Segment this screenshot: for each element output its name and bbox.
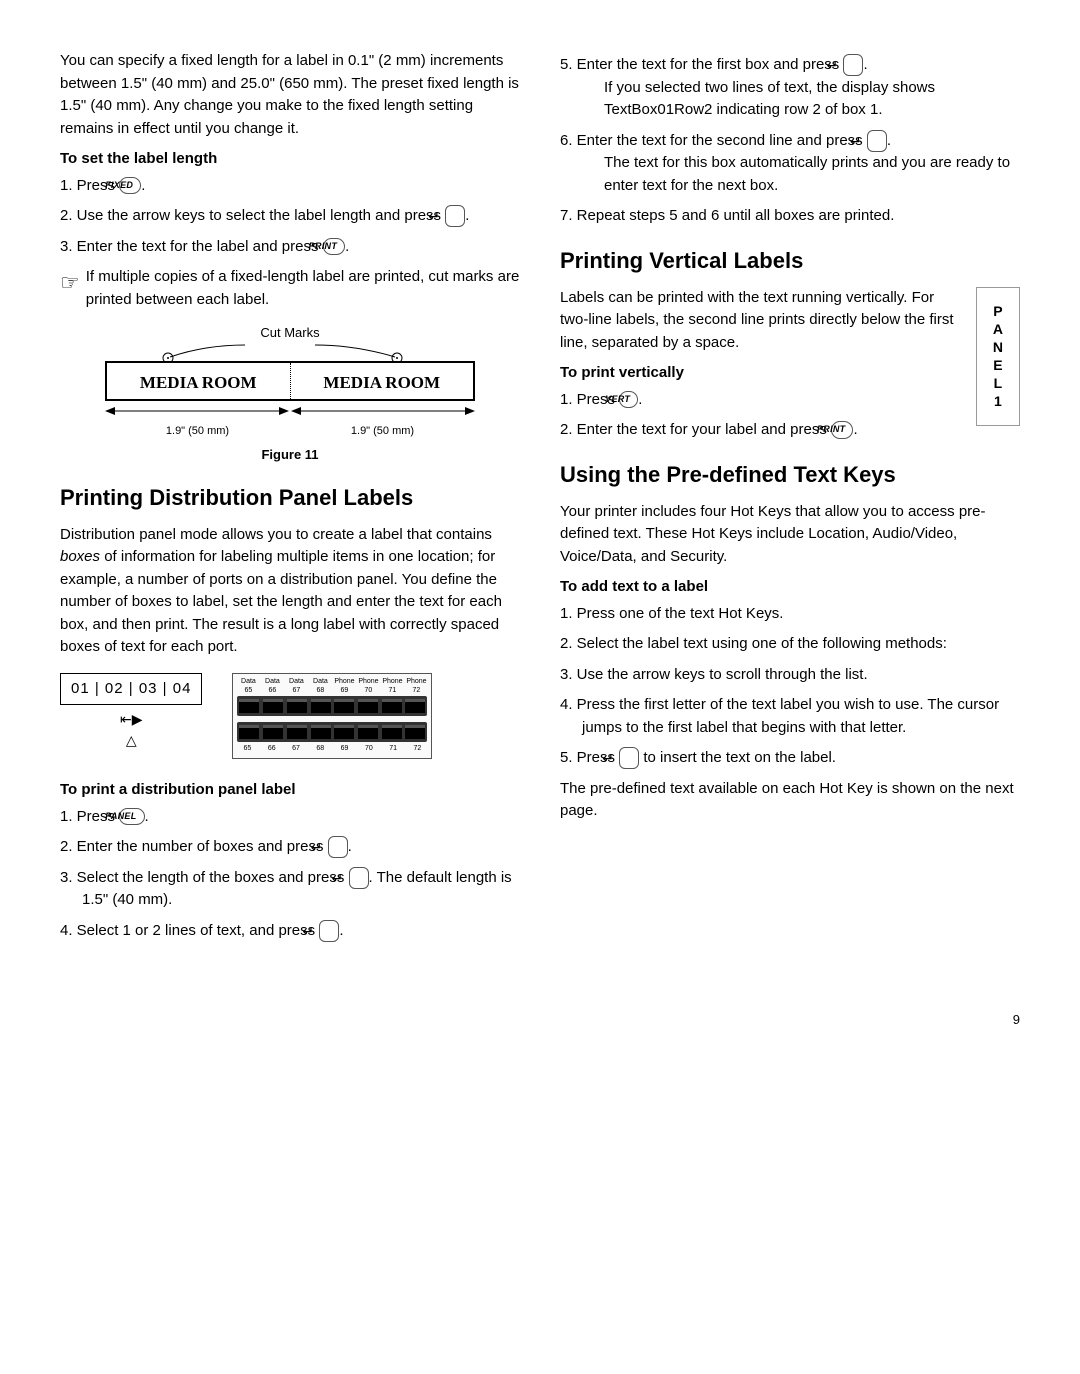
dist-panel-paragraph: Distribution panel mode allows you to cr… <box>60 524 520 659</box>
print-vertically-heading: To print vertically <box>560 362 1020 385</box>
enter-icon <box>867 130 887 152</box>
enter-icon <box>619 747 639 769</box>
enter-icon <box>328 836 348 858</box>
vertical-example-box: PANEL1 <box>976 287 1020 426</box>
ports-figure: 01 | 02 | 03 | 04 ⇤▶△ DataDataDataDataPh… <box>60 673 520 760</box>
enter-icon <box>843 54 863 76</box>
dist-steps-continued: 5. Enter the text for the first box and … <box>560 54 1020 228</box>
enter-icon <box>319 920 339 942</box>
intro-paragraph: You can specify a fixed length for a lab… <box>60 50 520 140</box>
add-text-steps: 1. Press one of the text Hot Keys. 2. Se… <box>560 603 1020 770</box>
set-length-steps: 1. Press FIXED. 2. Use the arrow keys to… <box>60 175 520 259</box>
page-number: 9 <box>60 1010 1020 1030</box>
fixed-button: FIXED <box>119 177 141 195</box>
vertical-steps: 1. Press VERT. 2. Enter the text for you… <box>560 389 1020 442</box>
enter-icon <box>445 205 465 227</box>
panel-button: PANEL <box>119 808 144 826</box>
left-column: You can specify a fixed length for a lab… <box>60 50 520 950</box>
predefined-end-paragraph: The pre-defined text available on each H… <box>560 778 1020 823</box>
print-button: PRINT <box>323 238 346 256</box>
predefined-paragraph: Your printer includes four Hot Keys that… <box>560 501 1020 569</box>
predefined-heading: Using the Pre-defined Text Keys <box>560 458 1020 491</box>
figure-11: Cut Marks MEDIA ROOM MEDIA ROOM <box>60 323 520 465</box>
print-dist-heading: To print a distribution panel label <box>60 779 520 802</box>
note-block: ☞ If multiple copies of a fixed-length l… <box>60 266 520 311</box>
right-column: 5. Enter the text for the first box and … <box>560 50 1020 950</box>
set-length-heading: To set the label length <box>60 148 520 171</box>
print-button: PRINT <box>831 421 854 439</box>
enter-icon <box>349 867 369 889</box>
vertical-heading: Printing Vertical Labels <box>560 244 1020 277</box>
print-dist-steps: 1. Press PANEL. 2. Enter the number of b… <box>60 806 520 943</box>
jack-panel: DataDataDataDataPhonePhonePhonePhone 656… <box>232 673 432 760</box>
add-text-heading: To add text to a label <box>560 576 1020 599</box>
vertical-paragraph: Labels can be printed with the text runn… <box>560 287 1020 355</box>
vert-button: VERT <box>619 391 638 409</box>
note-icon: ☞ <box>60 266 80 299</box>
dist-panel-heading: Printing Distribution Panel Labels <box>60 481 520 514</box>
